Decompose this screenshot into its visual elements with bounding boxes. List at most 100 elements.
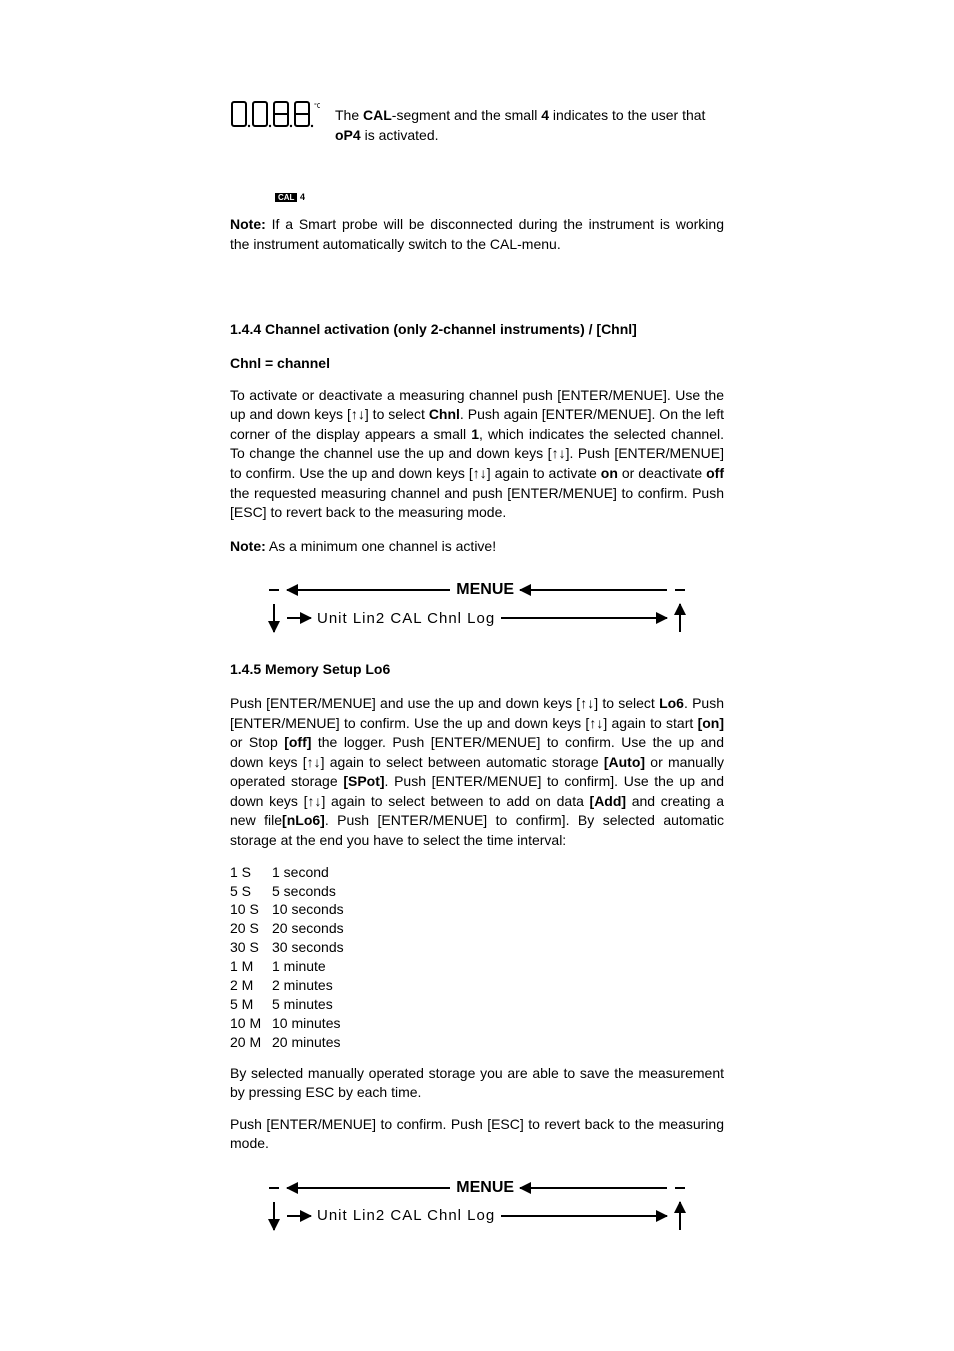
text: or Stop: [230, 734, 284, 750]
text-bold: on: [601, 465, 618, 481]
interval-label: 30 seconds: [272, 938, 344, 957]
text: ] to select: [365, 406, 429, 422]
interval-label: 20 minutes: [272, 1033, 340, 1052]
interval-code: 10 S: [230, 900, 272, 919]
note-text: If a Smart probe will be disconnected du…: [230, 216, 724, 252]
menu-items: Unit Lin2 CAL Chnl Log: [317, 608, 495, 629]
interval-code: 20 M: [230, 1033, 272, 1052]
paragraph-145: Push [ENTER/MENUE] and use the up and do…: [230, 694, 724, 851]
paragraph-145-2: By selected manually operated storage yo…: [230, 1064, 724, 1103]
note-label: Note:: [230, 216, 266, 232]
text: ] to select: [594, 695, 659, 711]
interval-label: 20 seconds: [272, 919, 344, 938]
arrow-down-icon: [273, 1202, 275, 1230]
interval-code: 1 S: [230, 863, 272, 882]
arrow-updown-icon: ↑↓: [580, 695, 594, 711]
arrow-updown-icon: ↑↓: [589, 715, 603, 731]
arrow-updown-icon: ↑↓: [307, 754, 321, 770]
text: ] again to select between automatic stor…: [321, 754, 604, 770]
note-paragraph: Note: If a Smart probe will be disconnec…: [230, 215, 724, 254]
lcd-display: °C CAL 4: [230, 100, 325, 203]
text: is activated.: [361, 127, 439, 143]
menu-diagram: MENUE Unit Lin2 CAL Chnl Log: [267, 576, 687, 632]
arrow-right-icon: [501, 1215, 667, 1217]
interval-code: 30 S: [230, 938, 272, 957]
arrow-left-icon: [520, 589, 667, 591]
arrow-updown-icon: ↑↓: [351, 406, 365, 422]
note-text: As a minimum one channel is active!: [266, 538, 496, 554]
note-label: Note:: [230, 538, 266, 554]
arrow-up-icon: [679, 1202, 681, 1230]
interval-label: 5 seconds: [272, 882, 336, 901]
arrow-left-icon: [287, 1187, 450, 1189]
menu-label: MENUE: [456, 1177, 514, 1199]
lcd-side-text: The CAL-segment and the small 4 indicate…: [325, 100, 705, 145]
paragraph-144: To activate or deactivate a measuring ch…: [230, 386, 724, 523]
arrow-updown-icon: ↑↓: [307, 793, 321, 809]
section-heading-145: 1.4.5 Memory Setup Lo6: [230, 660, 724, 680]
arrow-updown-icon: ↑↓: [473, 465, 487, 481]
text-bold: 4: [541, 107, 549, 123]
interval-label: 5 minutes: [272, 995, 333, 1014]
interval-code: 2 M: [230, 976, 272, 995]
text-bold: 1: [471, 426, 479, 442]
text: -segment and the small: [392, 107, 541, 123]
arrow-right-icon: [287, 617, 311, 619]
arrow-updown-icon: ↑↓: [552, 445, 566, 461]
arrow-right-icon: [501, 617, 667, 619]
interval-code: 5 S: [230, 882, 272, 901]
interval-row: 1 S1 second: [230, 863, 724, 882]
interval-row: 5 S5 seconds: [230, 882, 724, 901]
text-bold: [nLo6]: [282, 812, 325, 828]
text: ] again to start: [603, 715, 697, 731]
arrow-left-icon: [520, 1187, 667, 1189]
interval-label: 2 minutes: [272, 976, 333, 995]
text-bold: [Add]: [590, 793, 627, 809]
section-heading-144: 1.4.4 Channel activation (only 2-channel…: [230, 320, 724, 340]
text: Push [ENTER/MENUE] and use the up and do…: [230, 695, 580, 711]
text: The: [335, 107, 363, 123]
interval-label: 1 second: [272, 863, 329, 882]
cal-badge: CAL: [275, 193, 297, 202]
svg-text:°C: °C: [314, 102, 320, 110]
interval-row: 10 M10 minutes: [230, 1014, 724, 1033]
text-bold: [SPot]: [343, 773, 384, 789]
interval-row: 1 M1 minute: [230, 957, 724, 976]
section-subheading-144: Chnl = channel: [230, 354, 724, 374]
text: or deactivate: [618, 465, 706, 481]
interval-row: 20 M20 minutes: [230, 1033, 724, 1052]
text-bold: Chnl: [429, 406, 460, 422]
interval-label: 1 minute: [272, 957, 326, 976]
lcd-display-row: °C CAL 4 The CAL-segment and the small 4…: [230, 100, 724, 203]
cal-number: 4: [300, 192, 305, 202]
interval-label: 10 minutes: [272, 1014, 340, 1033]
arrow-left-icon: [287, 589, 450, 591]
text-bold: [Auto]: [604, 754, 645, 770]
text: indicates to the user that: [549, 107, 705, 123]
text-bold: CAL: [363, 107, 392, 123]
interval-label: 10 seconds: [272, 900, 344, 919]
menu-label: MENUE: [456, 579, 514, 601]
text: ] again to activate: [487, 465, 601, 481]
arrow-right-icon: [287, 1215, 311, 1217]
interval-row: 30 S30 seconds: [230, 938, 724, 957]
interval-list: 1 S1 second5 S5 seconds10 S10 seconds20 …: [230, 863, 724, 1052]
menu-items: Unit Lin2 CAL Chnl Log: [317, 1205, 495, 1226]
text-bold: off: [706, 465, 724, 481]
arrow-up-icon: [679, 604, 681, 632]
text: the requested measuring channel and push…: [230, 485, 724, 521]
paragraph-145-3: Push [ENTER/MENUE] to confirm. Push [ESC…: [230, 1115, 724, 1154]
interval-row: 2 M2 minutes: [230, 976, 724, 995]
text: ] again to select between to add on data: [321, 793, 589, 809]
interval-code: 1 M: [230, 957, 272, 976]
text-bold: oP4: [335, 127, 361, 143]
text-bold: [off]: [284, 734, 311, 750]
lcd-cal-indicator: CAL 4: [275, 191, 325, 204]
interval-row: 10 S10 seconds: [230, 900, 724, 919]
arrow-down-icon: [273, 604, 275, 632]
seven-segment-icon: °C: [230, 100, 320, 130]
interval-code: 20 S: [230, 919, 272, 938]
interval-row: 5 M5 minutes: [230, 995, 724, 1014]
text-bold: [on]: [698, 715, 724, 731]
interval-code: 5 M: [230, 995, 272, 1014]
